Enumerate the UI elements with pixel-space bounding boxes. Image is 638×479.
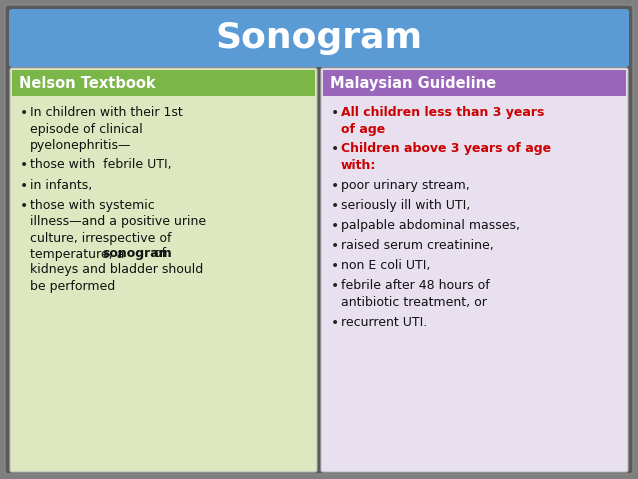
Text: •: • bbox=[331, 279, 339, 294]
Text: In children with their 1st
episode of clinical
pyelonephritis—: In children with their 1st episode of cl… bbox=[30, 106, 182, 152]
Text: those with  febrile UTI,: those with febrile UTI, bbox=[30, 159, 172, 171]
Text: •: • bbox=[331, 239, 339, 253]
Text: febrile after 48 hours of
antibiotic treatment, or: febrile after 48 hours of antibiotic tre… bbox=[341, 279, 490, 309]
Text: poor urinary stream,: poor urinary stream, bbox=[341, 179, 470, 192]
Text: in infants,: in infants, bbox=[30, 179, 93, 192]
Text: raised serum creatinine,: raised serum creatinine, bbox=[341, 239, 494, 252]
Text: Children above 3 years of age
with:: Children above 3 years of age with: bbox=[341, 142, 551, 172]
Text: •: • bbox=[331, 219, 339, 233]
Text: Sonogram: Sonogram bbox=[216, 21, 422, 55]
FancyBboxPatch shape bbox=[5, 5, 633, 474]
Text: •: • bbox=[331, 142, 339, 156]
Text: Nelson Textbook: Nelson Textbook bbox=[19, 76, 156, 91]
FancyBboxPatch shape bbox=[321, 68, 628, 472]
Text: •: • bbox=[331, 259, 339, 274]
Text: •: • bbox=[331, 316, 339, 330]
Text: seriously ill with UTI,: seriously ill with UTI, bbox=[341, 199, 470, 212]
Text: kidneys and bladder should
be performed: kidneys and bladder should be performed bbox=[30, 263, 204, 293]
Text: •: • bbox=[20, 179, 28, 193]
Text: All children less than 3 years
of age: All children less than 3 years of age bbox=[341, 106, 544, 136]
FancyBboxPatch shape bbox=[323, 70, 626, 96]
Text: sonogram: sonogram bbox=[102, 247, 172, 260]
FancyBboxPatch shape bbox=[10, 68, 317, 472]
Text: of: of bbox=[150, 247, 166, 260]
Text: •: • bbox=[331, 199, 339, 213]
Text: •: • bbox=[20, 159, 28, 172]
FancyBboxPatch shape bbox=[9, 9, 629, 67]
Text: •: • bbox=[20, 106, 28, 120]
Text: recurrent UTI.: recurrent UTI. bbox=[341, 316, 427, 329]
Text: •: • bbox=[331, 179, 339, 193]
Text: palpable abdominal masses,: palpable abdominal masses, bbox=[341, 219, 520, 232]
Text: non E coli UTI,: non E coli UTI, bbox=[341, 259, 431, 272]
Text: Malaysian Guideline: Malaysian Guideline bbox=[330, 76, 496, 91]
Text: •: • bbox=[331, 106, 339, 120]
Text: those with systemic
illness—and a positive urine
culture, irrespective of
temper: those with systemic illness—and a positi… bbox=[30, 199, 206, 262]
FancyBboxPatch shape bbox=[12, 70, 315, 96]
Text: •: • bbox=[20, 199, 28, 213]
